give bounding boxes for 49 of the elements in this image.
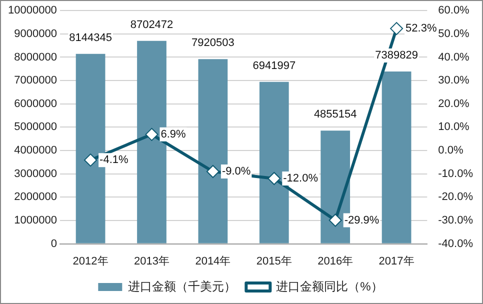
- y2-tick-label: 30.0%: [438, 74, 470, 87]
- y-tick-label: 5000000: [14, 121, 57, 134]
- data-label: 4855154: [314, 108, 357, 121]
- y-tick-label: 8000000: [14, 51, 57, 64]
- point: [328, 214, 342, 227]
- y2-tick-label: 0.0%: [438, 144, 464, 157]
- y-tick-label: 4000000: [14, 144, 57, 157]
- data-label: 8144345: [69, 32, 112, 44]
- x-tick-label: 2016年: [318, 255, 354, 268]
- data-label: -9.0%: [222, 166, 251, 178]
- x-tick-label: 2014年: [195, 255, 231, 268]
- y-tick-label: 2000000: [14, 191, 57, 204]
- y-tick-label: 7000000: [14, 74, 57, 87]
- y-tick-label: 10000000: [8, 4, 57, 17]
- y-tick-label: 1000000: [14, 214, 57, 227]
- y2-tick-label: 50.0%: [438, 28, 470, 40]
- data-label: -12.0%: [283, 172, 318, 185]
- data-label: 52.3%: [406, 22, 437, 35]
- data-label: -29.9%: [344, 214, 380, 226]
- data-label: -4.1%: [100, 154, 128, 166]
- bar: [382, 71, 412, 244]
- point: [268, 172, 281, 186]
- y2-tick-label: 60.0%: [438, 4, 470, 17]
- legend-label: 进口金额（千美元）: [128, 279, 236, 294]
- data-label: 6941997: [252, 60, 296, 72]
- x-tick-label: 2015年: [256, 255, 292, 268]
- y2-tick-label: -10.0%: [438, 168, 474, 180]
- data-label: 7389829: [375, 50, 418, 62]
- point: [390, 22, 404, 36]
- y-tick-label: 3000000: [14, 168, 57, 180]
- x-tick-label: 2013年: [134, 255, 170, 268]
- data-label: 6.9%: [160, 128, 186, 140]
- y2-tick-label: -40.0%: [438, 238, 474, 250]
- y-tick-label: 6000000: [14, 98, 57, 110]
- point: [84, 154, 98, 167]
- y2-tick-label: -30.0%: [438, 214, 474, 227]
- y2-tick-label: 20.0%: [438, 98, 470, 110]
- x-tick-label: 2017年: [378, 255, 414, 268]
- data-label: 7920503: [192, 37, 234, 50]
- y-tick-label: 9000000: [14, 28, 57, 40]
- legend-label: 进口金额同比（%）: [276, 279, 383, 294]
- x-tick-label: 2012年: [72, 255, 108, 268]
- point: [206, 165, 220, 178]
- data-label: 8702472: [130, 18, 174, 31]
- y2-tick-label: -20.0%: [438, 191, 474, 204]
- y-tick-label: 0: [50, 238, 57, 250]
- point: [145, 128, 158, 141]
- y2-tick-label: 10.0%: [438, 121, 470, 134]
- y2-tick-label: 40.0%: [438, 51, 470, 64]
